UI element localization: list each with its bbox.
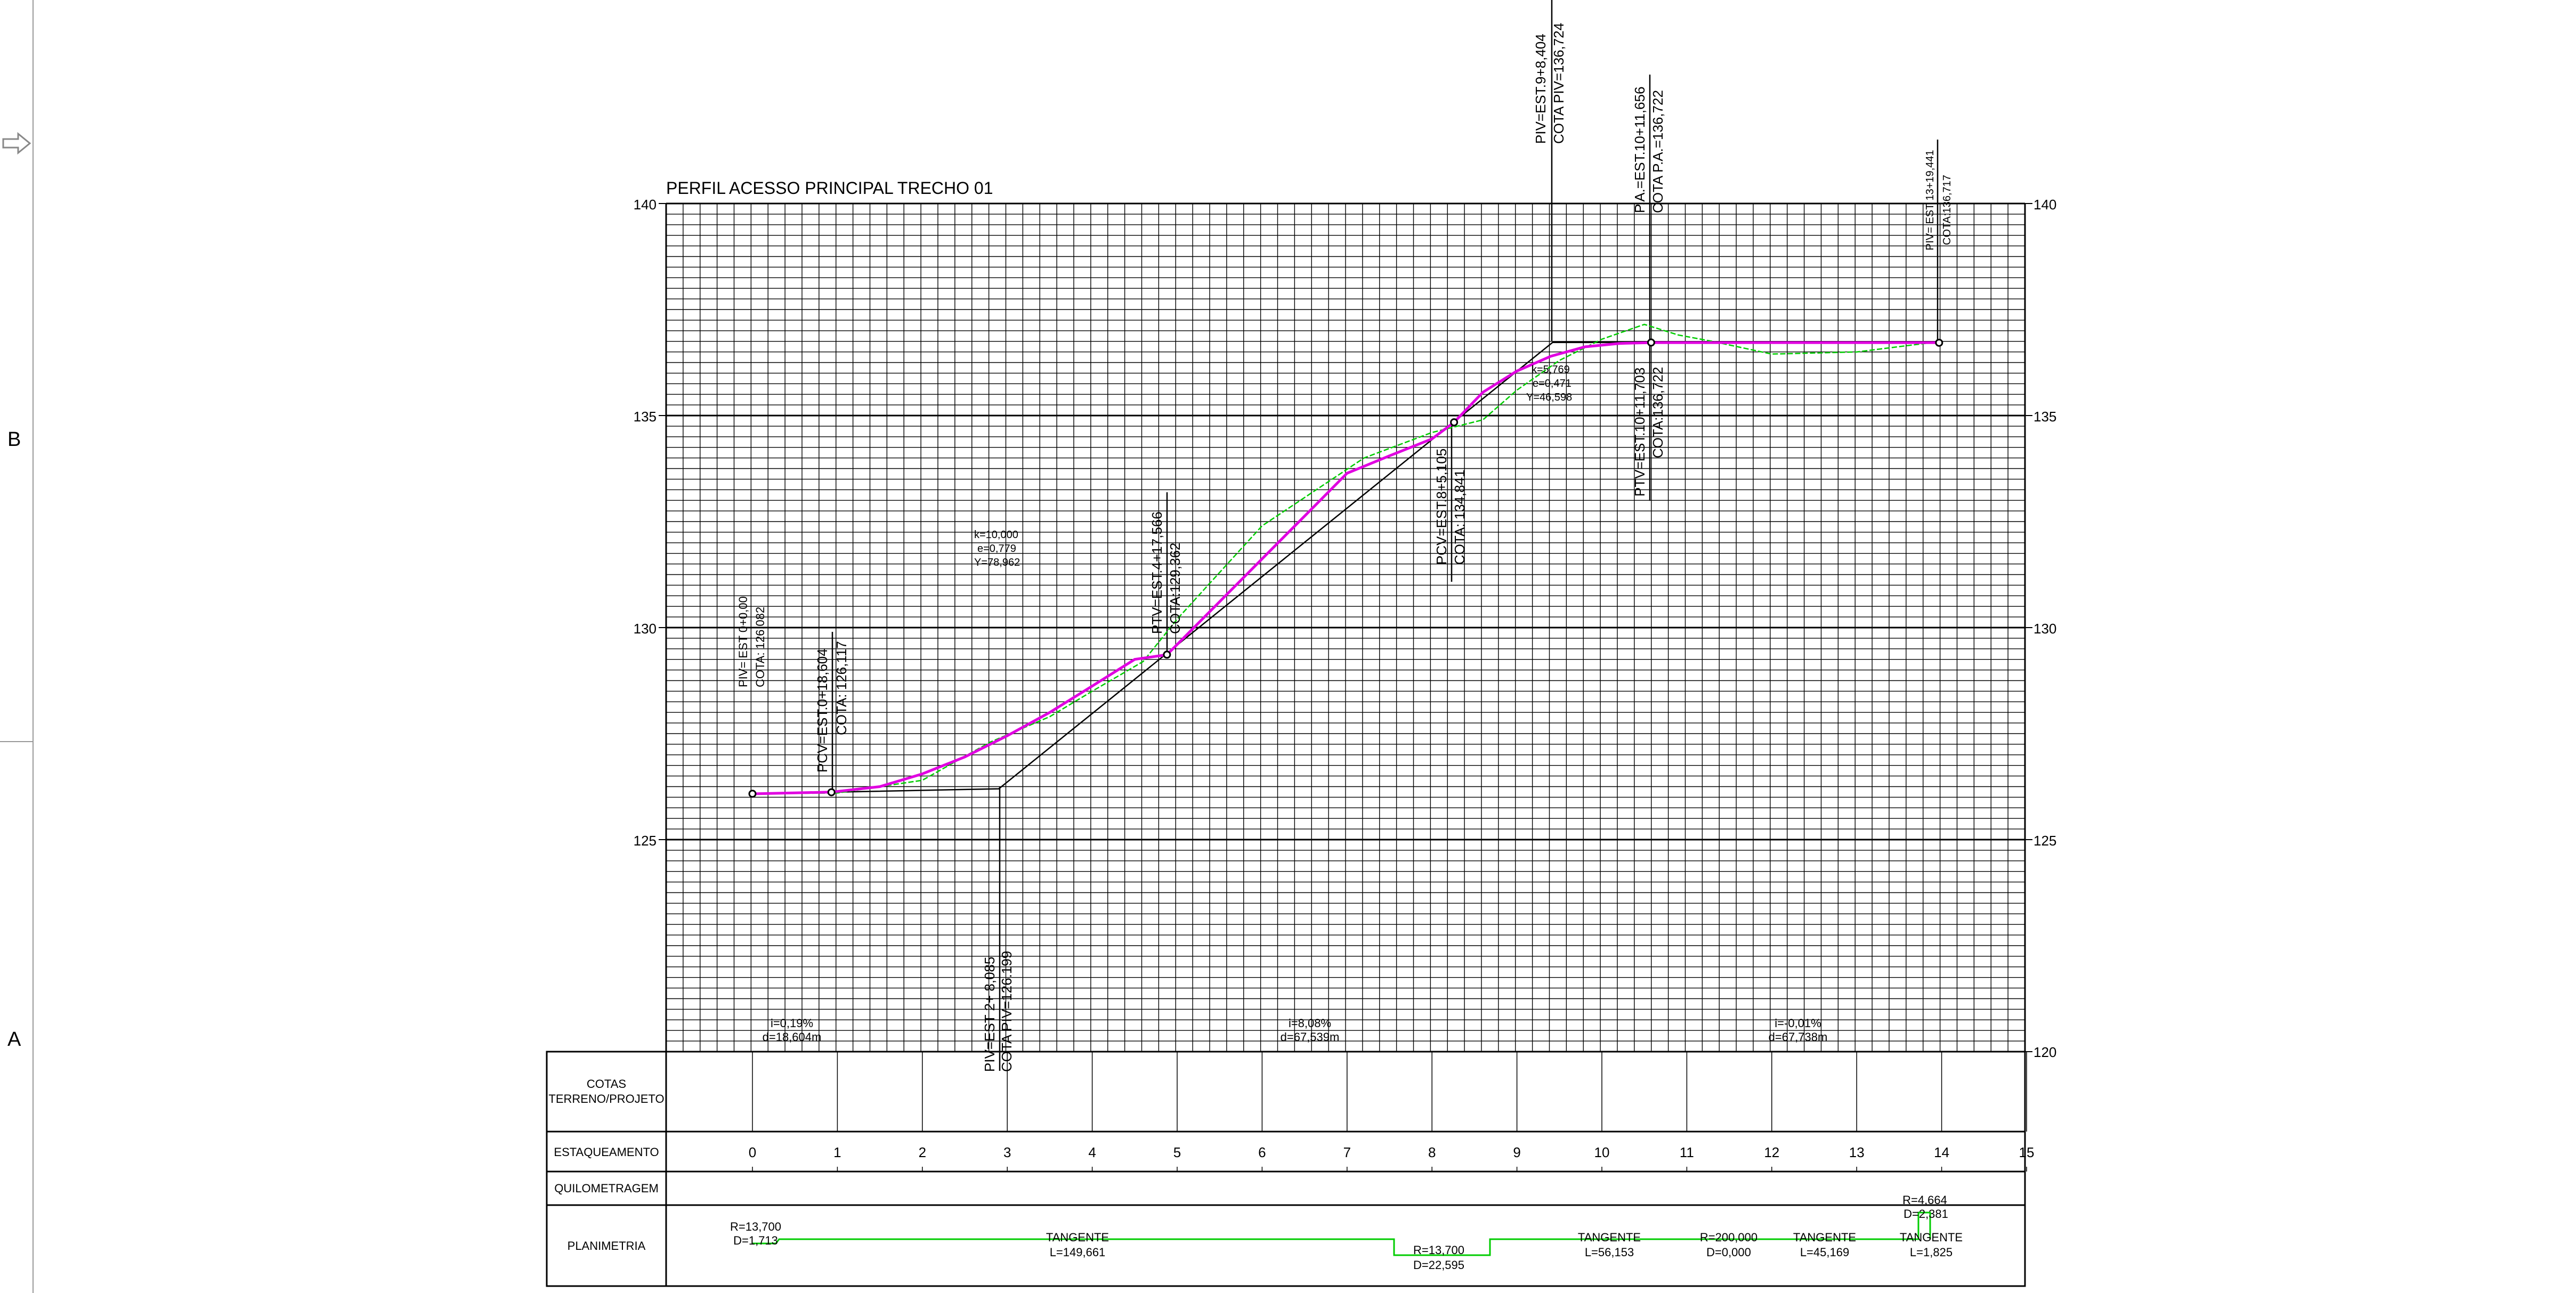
grade-2-distance: d=67,539m bbox=[1281, 1030, 1340, 1044]
band-label-terreno-projeto: TERRENO/PROJETO bbox=[548, 1092, 664, 1105]
station-tick-label: 15 bbox=[2019, 1144, 2035, 1160]
plan-tangent-3-length: L=45,169 bbox=[1800, 1246, 1849, 1259]
plan-curve-1-radius: R=13,700 bbox=[730, 1220, 781, 1233]
band-label-quilometragem: QUILOMETRAGEM bbox=[554, 1182, 659, 1195]
vertex-marker bbox=[1163, 650, 1171, 659]
profile-grid bbox=[665, 202, 2026, 1053]
plan-curve-4-deflection: D=2,381 bbox=[1903, 1207, 1948, 1221]
station-tick-label: 4 bbox=[1088, 1144, 1096, 1160]
curve-2-y: Y=46,598 bbox=[1526, 392, 1572, 403]
annotation-pcv-2-cota: COTA: 134,841 bbox=[1452, 469, 1468, 565]
annotation-piv-1: PIV=EST 2+ 8,085 bbox=[982, 957, 998, 1072]
annotation-pcv-1-cota: COTA: 126,117 bbox=[833, 641, 849, 735]
annotation-piv-1-cota: COTA PIV=126.199 bbox=[999, 951, 1015, 1072]
vertex-marker bbox=[1647, 338, 1655, 347]
plan-tangent-1: TANGENTE bbox=[1046, 1231, 1109, 1244]
y-tick-label-right-135: 135 bbox=[2034, 409, 2056, 425]
y-tick-label-140: 140 bbox=[634, 197, 657, 213]
grade-1-distance: d=18,604m bbox=[763, 1030, 822, 1044]
plan-tangent-2-length: L=56,153 bbox=[1585, 1246, 1634, 1259]
annotation-piv-start: PIV= EST 0+0,00 bbox=[736, 596, 750, 687]
station-tick-label: 14 bbox=[1934, 1144, 1949, 1160]
station-tick-label: 7 bbox=[1343, 1144, 1351, 1160]
annotation-leaders bbox=[831, 0, 1939, 1071]
band-label-cotas: COTAS bbox=[587, 1077, 626, 1091]
y-tick-label-125: 125 bbox=[634, 833, 657, 849]
station-tick-label: 13 bbox=[1849, 1144, 1865, 1160]
terrain-profile-line bbox=[752, 323, 1942, 795]
annotation-ptv-1-cota: COTA:129,362 bbox=[1167, 542, 1183, 634]
annotation-piv-2-cota: COTA PIV=136,724 bbox=[1551, 23, 1567, 144]
band-label-estaqueamento: ESTAQUEAMENTO bbox=[554, 1145, 659, 1159]
annotation-pcv-1: PCV=EST.0+18,604 bbox=[814, 648, 830, 772]
planimetria-alignment-line bbox=[752, 1211, 1931, 1256]
curve-2-e: e=0,471 bbox=[1533, 378, 1571, 389]
grade-3-slope: i=-0,01% bbox=[1775, 1016, 1821, 1030]
vertex-marker bbox=[827, 788, 836, 796]
border-row-label-b: B bbox=[7, 428, 21, 451]
station-tick-label: 9 bbox=[1513, 1144, 1520, 1160]
plan-tangent-2: TANGENTE bbox=[1578, 1231, 1641, 1244]
curve-2-k: k=5,769 bbox=[1532, 364, 1570, 376]
annotation-piv-end: PIV= EST 13+19,441 bbox=[1924, 150, 1936, 250]
curve-1-k: k=10,000 bbox=[974, 529, 1018, 541]
y-tick-label-right-120: 120 bbox=[2034, 1044, 2056, 1060]
y-tick-label-130: 130 bbox=[634, 621, 657, 637]
annotation-piv-2: PIV=EST.9+8,404 bbox=[1533, 34, 1549, 144]
arrow-right-outline-icon bbox=[2, 132, 31, 155]
vertex-marker bbox=[748, 790, 757, 798]
design-profile-line bbox=[752, 341, 1942, 795]
plan-tangent-4: TANGENTE bbox=[1900, 1231, 1963, 1244]
plan-curve-3-radius: R=200,000 bbox=[1700, 1231, 1757, 1244]
curve-1-y: Y=78,962 bbox=[974, 557, 1020, 568]
y-tick-label-right-130: 130 bbox=[2034, 621, 2056, 637]
annotation-pa: P.A.=EST.10+11,656 bbox=[1632, 86, 1648, 213]
station-tick-labels: 0 1 2 3 4 5 6 7 8 9 10 11 12 13 14 15 bbox=[749, 1144, 2035, 1160]
plan-curve-4-radius: R=4,664 bbox=[1902, 1193, 1947, 1207]
plan-curve-3-deflection: D=0,000 bbox=[1706, 1246, 1751, 1259]
plan-curve-2-deflection: D=22,595 bbox=[1413, 1258, 1464, 1272]
y-tick-label-right-125: 125 bbox=[2034, 833, 2056, 849]
grade-3-distance: d=67,738m bbox=[1769, 1030, 1828, 1044]
station-tick-label: 12 bbox=[1764, 1144, 1779, 1160]
annotation-ptv-1: PTV=EST.4+17,566 bbox=[1149, 511, 1165, 634]
y-tick-marks bbox=[659, 203, 2032, 1052]
station-tick-label: 6 bbox=[1258, 1144, 1266, 1160]
profile-title: PERFIL ACESSO PRINCIPAL TRECHO 01 bbox=[666, 178, 993, 198]
data-bands bbox=[546, 1051, 2026, 1287]
y-tick-label-135: 135 bbox=[634, 409, 657, 425]
curve-1-e: e=0,779 bbox=[977, 543, 1016, 555]
plan-tangent-3: TANGENTE bbox=[1793, 1231, 1856, 1244]
annotation-piv-end-cota: COTA:136,717 bbox=[1941, 175, 1953, 245]
plan-tangent-1-length: L=149,661 bbox=[1050, 1246, 1106, 1259]
band-label-planimetria: PLANIMETRIA bbox=[568, 1239, 646, 1253]
station-tick-lines bbox=[752, 1052, 2027, 1172]
vertex-markers bbox=[748, 338, 1943, 798]
station-tick-label: 3 bbox=[1003, 1144, 1011, 1160]
plan-tangent-4-length: L=1,825 bbox=[1910, 1246, 1953, 1259]
annotation-pcv-2: PCV=EST.8+5,105 bbox=[1433, 449, 1449, 565]
annotation-ptv-2: PTV=EST.10+11,703 bbox=[1632, 368, 1648, 497]
border-row-label-a: A bbox=[7, 1028, 21, 1051]
plan-curve-1-deflection: D=1,713 bbox=[733, 1234, 778, 1247]
y-tick-label-right-140: 140 bbox=[2034, 197, 2056, 213]
annotation-ptv-2-cota: COTA:136,722 bbox=[1650, 367, 1666, 458]
grade-1-slope: i=0,19% bbox=[771, 1016, 813, 1030]
grade-2-slope: i=8,08% bbox=[1289, 1016, 1331, 1030]
plan-curve-2-radius: R=13,700 bbox=[1413, 1243, 1464, 1257]
station-tick-label: 10 bbox=[1594, 1144, 1610, 1160]
station-tick-label: 0 bbox=[749, 1144, 756, 1160]
station-tick-label: 5 bbox=[1173, 1144, 1181, 1160]
station-tick-label: 8 bbox=[1428, 1144, 1436, 1160]
vertex-marker bbox=[1935, 338, 1943, 347]
station-tick-label: 1 bbox=[833, 1144, 841, 1160]
annotation-pa-cota: COTA P.A.=136,722 bbox=[1650, 90, 1666, 213]
annotation-piv-start-cota: COTA: 126,082 bbox=[754, 607, 767, 687]
station-tick-label: 11 bbox=[1680, 1144, 1694, 1160]
vertex-marker bbox=[1450, 418, 1459, 427]
station-tick-label: 2 bbox=[919, 1144, 926, 1160]
